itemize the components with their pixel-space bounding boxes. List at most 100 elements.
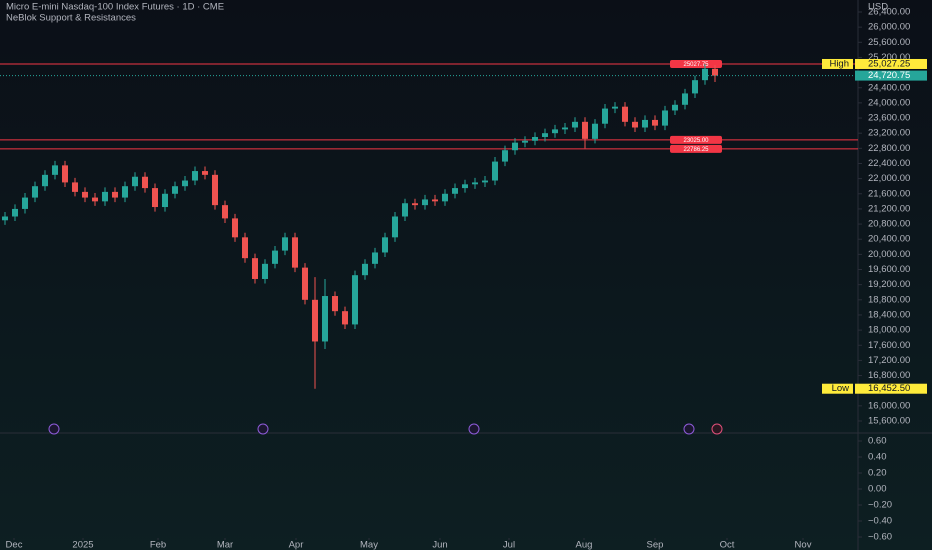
candle-body	[462, 184, 468, 189]
candle-body	[82, 191, 88, 198]
indicator-name: NeBlok Support & Resistances	[6, 13, 136, 24]
last-price: 24,720.75	[868, 70, 910, 81]
x-tick-label: Jun	[432, 540, 447, 550]
candle-body	[442, 193, 448, 202]
y-tick-label: 22,000.00	[868, 173, 910, 184]
candle-body	[572, 121, 578, 128]
level-label: 22786.25	[683, 147, 709, 153]
candle-body	[412, 203, 418, 206]
candle-body	[472, 182, 478, 185]
candle-body	[482, 180, 488, 183]
candle-body	[632, 121, 638, 128]
candle-body	[592, 123, 598, 139]
candle-body	[142, 176, 148, 189]
candle-body	[562, 127, 568, 130]
y-tick-label: 15,600.00	[868, 416, 910, 427]
y-tick-label: 25,200.00	[868, 52, 910, 63]
candle-body	[12, 208, 18, 217]
x-tick-label: Aug	[576, 540, 593, 550]
candle-body	[622, 106, 628, 122]
x-tick-label: Apr	[289, 540, 304, 550]
candle-body	[122, 186, 128, 198]
candle-body	[672, 104, 678, 111]
y-tick-label: 18,800.00	[868, 294, 910, 305]
x-tick-label: Mar	[217, 540, 233, 550]
candle-body	[92, 197, 98, 202]
y-tick-label: 22,400.00	[868, 158, 910, 169]
osc-tick-label: 0.60	[868, 436, 887, 447]
low-value-box	[855, 383, 927, 394]
candle-body	[112, 191, 118, 198]
high-value-box	[855, 58, 927, 69]
candle-body	[62, 165, 68, 183]
x-tick-label: Nov	[795, 540, 812, 550]
candle-body	[532, 136, 538, 141]
y-tick-label: 20,400.00	[868, 234, 910, 245]
y-tick-label: 26,000.00	[868, 22, 910, 33]
candle-body	[452, 188, 458, 194]
candle-body	[162, 193, 168, 208]
y-tick-label: 19,600.00	[868, 264, 910, 275]
candle-body	[582, 121, 588, 139]
candle-body	[512, 142, 518, 151]
chart-title: Micro E-mini Nasdaq-100 Index Futures · …	[6, 2, 224, 13]
x-tick-label: 2025	[72, 540, 93, 550]
x-tick-label: Oct	[720, 540, 735, 550]
x-tick-label: Feb	[150, 540, 166, 550]
osc-tick-label: −0.20	[868, 500, 892, 511]
candle-body	[612, 106, 618, 109]
osc-tick-label: −0.60	[868, 532, 892, 543]
x-tick-label: Sep	[647, 540, 664, 550]
candle-body	[42, 174, 48, 187]
candle-body	[102, 191, 108, 202]
candle-body	[212, 174, 218, 206]
event-icons	[48, 423, 723, 435]
candle-body	[72, 182, 78, 192]
y-tick-label: 22,800.00	[868, 143, 910, 154]
low-value: 16,452.50	[868, 383, 910, 394]
y-tick-label: 23,200.00	[868, 128, 910, 139]
candle-body	[702, 68, 708, 81]
candle-body	[282, 237, 288, 251]
osc-tick-label: 0.20	[868, 468, 887, 479]
currency: USD	[868, 2, 888, 13]
y-tick-label: 18,000.00	[868, 325, 910, 336]
candle-body	[492, 161, 498, 181]
candle-body	[712, 68, 718, 76]
y-tick-label: 23,600.00	[868, 113, 910, 124]
y-tick-label: 17,200.00	[868, 355, 910, 366]
candle-body	[652, 119, 658, 126]
level-label: 23025.00	[683, 138, 709, 144]
low-name-box	[822, 383, 853, 394]
y-tick-label: 21,600.00	[868, 188, 910, 199]
y-tick-label: 17,600.00	[868, 340, 910, 351]
y-tick-label: 20,000.00	[868, 249, 910, 260]
y-tick-label: 18,400.00	[868, 309, 910, 320]
y-tick-label: 20,800.00	[868, 219, 910, 230]
candle-body	[252, 258, 258, 279]
candle-body	[242, 237, 248, 259]
y-tick-label: 16,800.00	[868, 370, 910, 381]
candle-body	[522, 140, 528, 143]
candle-body	[192, 171, 198, 181]
candle-body	[232, 218, 238, 238]
candle-body	[302, 267, 308, 300]
candle-body	[32, 186, 38, 198]
candle-body	[602, 108, 608, 124]
y-tick-label: 25,600.00	[868, 37, 910, 48]
candle-body	[172, 186, 178, 194]
candle-body	[202, 171, 208, 175]
candle-body	[382, 237, 388, 253]
candle-body	[182, 180, 188, 187]
high-name: High	[829, 59, 849, 70]
candle-body	[22, 197, 28, 209]
candle-body	[552, 129, 558, 134]
candle-body	[362, 263, 368, 276]
low-name: Low	[832, 383, 850, 394]
osc-tick-label: 0.00	[868, 484, 887, 495]
x-tick-label: Dec	[6, 540, 23, 550]
candle-body	[342, 311, 348, 325]
y-tick-label: 24,400.00	[868, 82, 910, 93]
candle-body	[682, 93, 688, 105]
